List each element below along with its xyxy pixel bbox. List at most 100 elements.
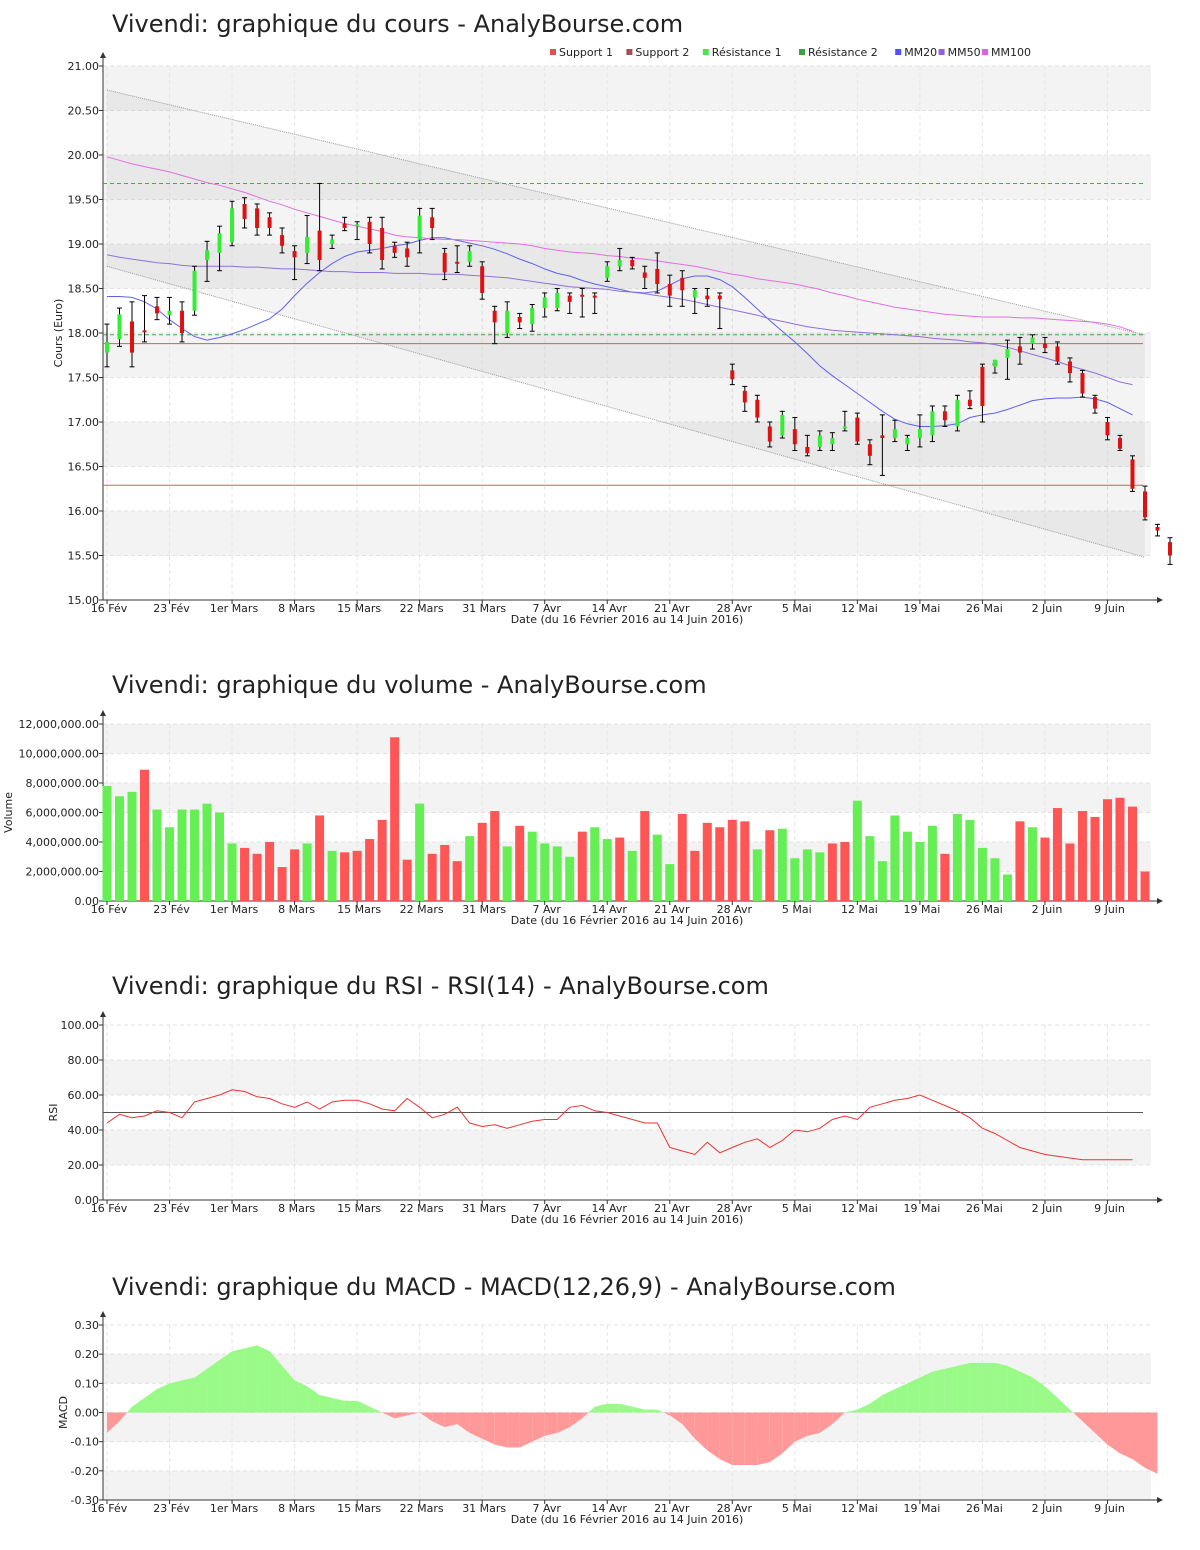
- y-axis-label: MACD: [57, 1396, 70, 1429]
- candle-body: [467, 251, 472, 262]
- x-tick-label: 26 Mai: [966, 1502, 1003, 1515]
- macd-area: [344, 1400, 358, 1413]
- x-tick-label: 2 Juin: [1032, 903, 1063, 916]
- candle-body: [1017, 346, 1022, 353]
- volume-bar: [577, 831, 587, 901]
- volume-bar: [677, 813, 687, 901]
- volume-bar: [565, 856, 575, 901]
- legend-label: MM20: [904, 46, 937, 59]
- x-tick-label: 12 Mai: [841, 1202, 878, 1215]
- x-tick-label: 1er Mars: [210, 602, 259, 615]
- x-tick-label: 22 Mars: [400, 1502, 444, 1515]
- y-tick-label: -0.10: [71, 1436, 99, 1449]
- macd-area: [569, 1412, 583, 1428]
- x-tick-label: 19 Mai: [904, 1502, 941, 1515]
- rsi-chart: 0.00 20.00 40.00 60.00 80.00 100.00 16 Fév 23 F…: [47, 1011, 1163, 1226]
- grid-band: [103, 511, 1151, 556]
- candle-body: [667, 284, 672, 296]
- price-chart: 15.00 15.50 16.00 16.50 17.00 17.50 18.00 18.50…: [52, 46, 1173, 626]
- macd-area: [1057, 1397, 1070, 1413]
- x-tick-label: 22 Mars: [400, 1202, 444, 1215]
- x-axis-arrow: [1157, 898, 1163, 904]
- x-tick-label: 1er Mars: [210, 1202, 259, 1215]
- grid-band: [103, 1412, 1151, 1442]
- macd-area: [982, 1362, 995, 1413]
- volume-bar: [727, 819, 737, 901]
- x-tick-label: 21 Avr: [654, 1502, 690, 1515]
- x-tick-label: 5 Mai: [782, 1202, 812, 1215]
- volume-bar: [265, 842, 275, 901]
- candle-body: [855, 417, 860, 442]
- volume-chart-title: Vivendi: graphique du volume - AnalyBour…: [112, 671, 707, 699]
- macd-area: [1032, 1377, 1045, 1413]
- y-tick-label: 0.00: [75, 1407, 100, 1420]
- regression-channel: [107, 90, 1145, 558]
- macd-area: [507, 1412, 520, 1448]
- macd-area: [757, 1412, 770, 1465]
- grid-band: [103, 244, 1151, 289]
- grid-band: [103, 783, 1151, 813]
- y-tick-label: 4,000,000.00: [26, 836, 99, 849]
- legend-label: MM50: [948, 46, 981, 59]
- y-axis-label: Cours (Euro): [52, 299, 65, 368]
- macd-area: [269, 1351, 283, 1413]
- candle-body: [955, 399, 960, 427]
- y-tick-label: 2,000,000.00: [26, 866, 99, 879]
- volume-bar: [165, 827, 175, 901]
- x-tick-label: 22 Mars: [400, 602, 444, 615]
- candle-body: [730, 370, 735, 380]
- x-axis-arrow: [1157, 1497, 1163, 1503]
- x-axis-label: Date (du 16 Février 2016 au 14 Juin 2016…: [511, 613, 744, 626]
- y-tick-label: 16.00: [68, 505, 100, 518]
- volume-bar: [777, 828, 787, 901]
- y-tick-label: 6,000,000.00: [26, 807, 99, 820]
- macd-area: [144, 1389, 158, 1413]
- x-tick-label: 21 Avr: [654, 602, 690, 615]
- candle-body: [417, 215, 422, 240]
- y-tick-label: 17.50: [68, 372, 100, 385]
- y-tick-label: 12,000,000.00: [19, 718, 99, 731]
- y-axis-arrow: [100, 1311, 106, 1317]
- volume-bar: [627, 850, 637, 901]
- macd-area: [944, 1365, 958, 1413]
- volume-bar: [290, 849, 300, 901]
- x-tick-label: 22 Mars: [400, 903, 444, 916]
- legend-swatch: [799, 49, 805, 55]
- candle-body: [142, 330, 147, 333]
- candle-body: [280, 235, 285, 246]
- volume-bar: [1090, 816, 1100, 901]
- candle-body: [630, 260, 635, 267]
- macd-area: [1019, 1371, 1033, 1413]
- y-tick-label: 15.50: [68, 550, 100, 563]
- macd-area: [607, 1403, 620, 1413]
- x-tick-label: 1er Mars: [210, 903, 259, 916]
- y-tick-label: 20.00: [68, 149, 100, 162]
- volume-bar: [527, 831, 537, 901]
- macd-area: [232, 1348, 245, 1413]
- macd-area: [394, 1412, 408, 1419]
- macd-area: [594, 1403, 608, 1413]
- volume-bar: [590, 827, 600, 901]
- y-tick-label: 0.20: [75, 1348, 100, 1361]
- candle-body: [755, 399, 760, 418]
- x-axis-label: Date (du 16 Février 2016 au 14 Juin 2016…: [511, 1213, 744, 1226]
- volume-bar: [640, 811, 650, 901]
- x-axis-arrow: [1157, 597, 1163, 603]
- y-tick-label: 0.10: [75, 1377, 100, 1390]
- x-tick-label: 28 Avr: [717, 903, 753, 916]
- macd-area: [369, 1406, 383, 1413]
- macd-area: [769, 1412, 783, 1463]
- macd-area: [957, 1362, 970, 1413]
- candle-body: [830, 438, 835, 445]
- candle-body: [292, 251, 297, 258]
- macd-area: [469, 1412, 483, 1439]
- macd-area: [582, 1412, 589, 1419]
- macd-area: [1082, 1412, 1095, 1433]
- y-tick-label: 0.00: [75, 1194, 100, 1207]
- macd-chart-title: Vivendi: graphique du MACD - MACD(12,26,…: [112, 1273, 896, 1301]
- candle-body: [130, 321, 135, 353]
- volume-bar: [1102, 799, 1112, 901]
- rsi-chart-panel: Vivendi: graphique du RSI - RSI(14) - An…: [0, 960, 1200, 1250]
- macd-area: [588, 1406, 595, 1413]
- grid-band: [103, 1060, 1151, 1095]
